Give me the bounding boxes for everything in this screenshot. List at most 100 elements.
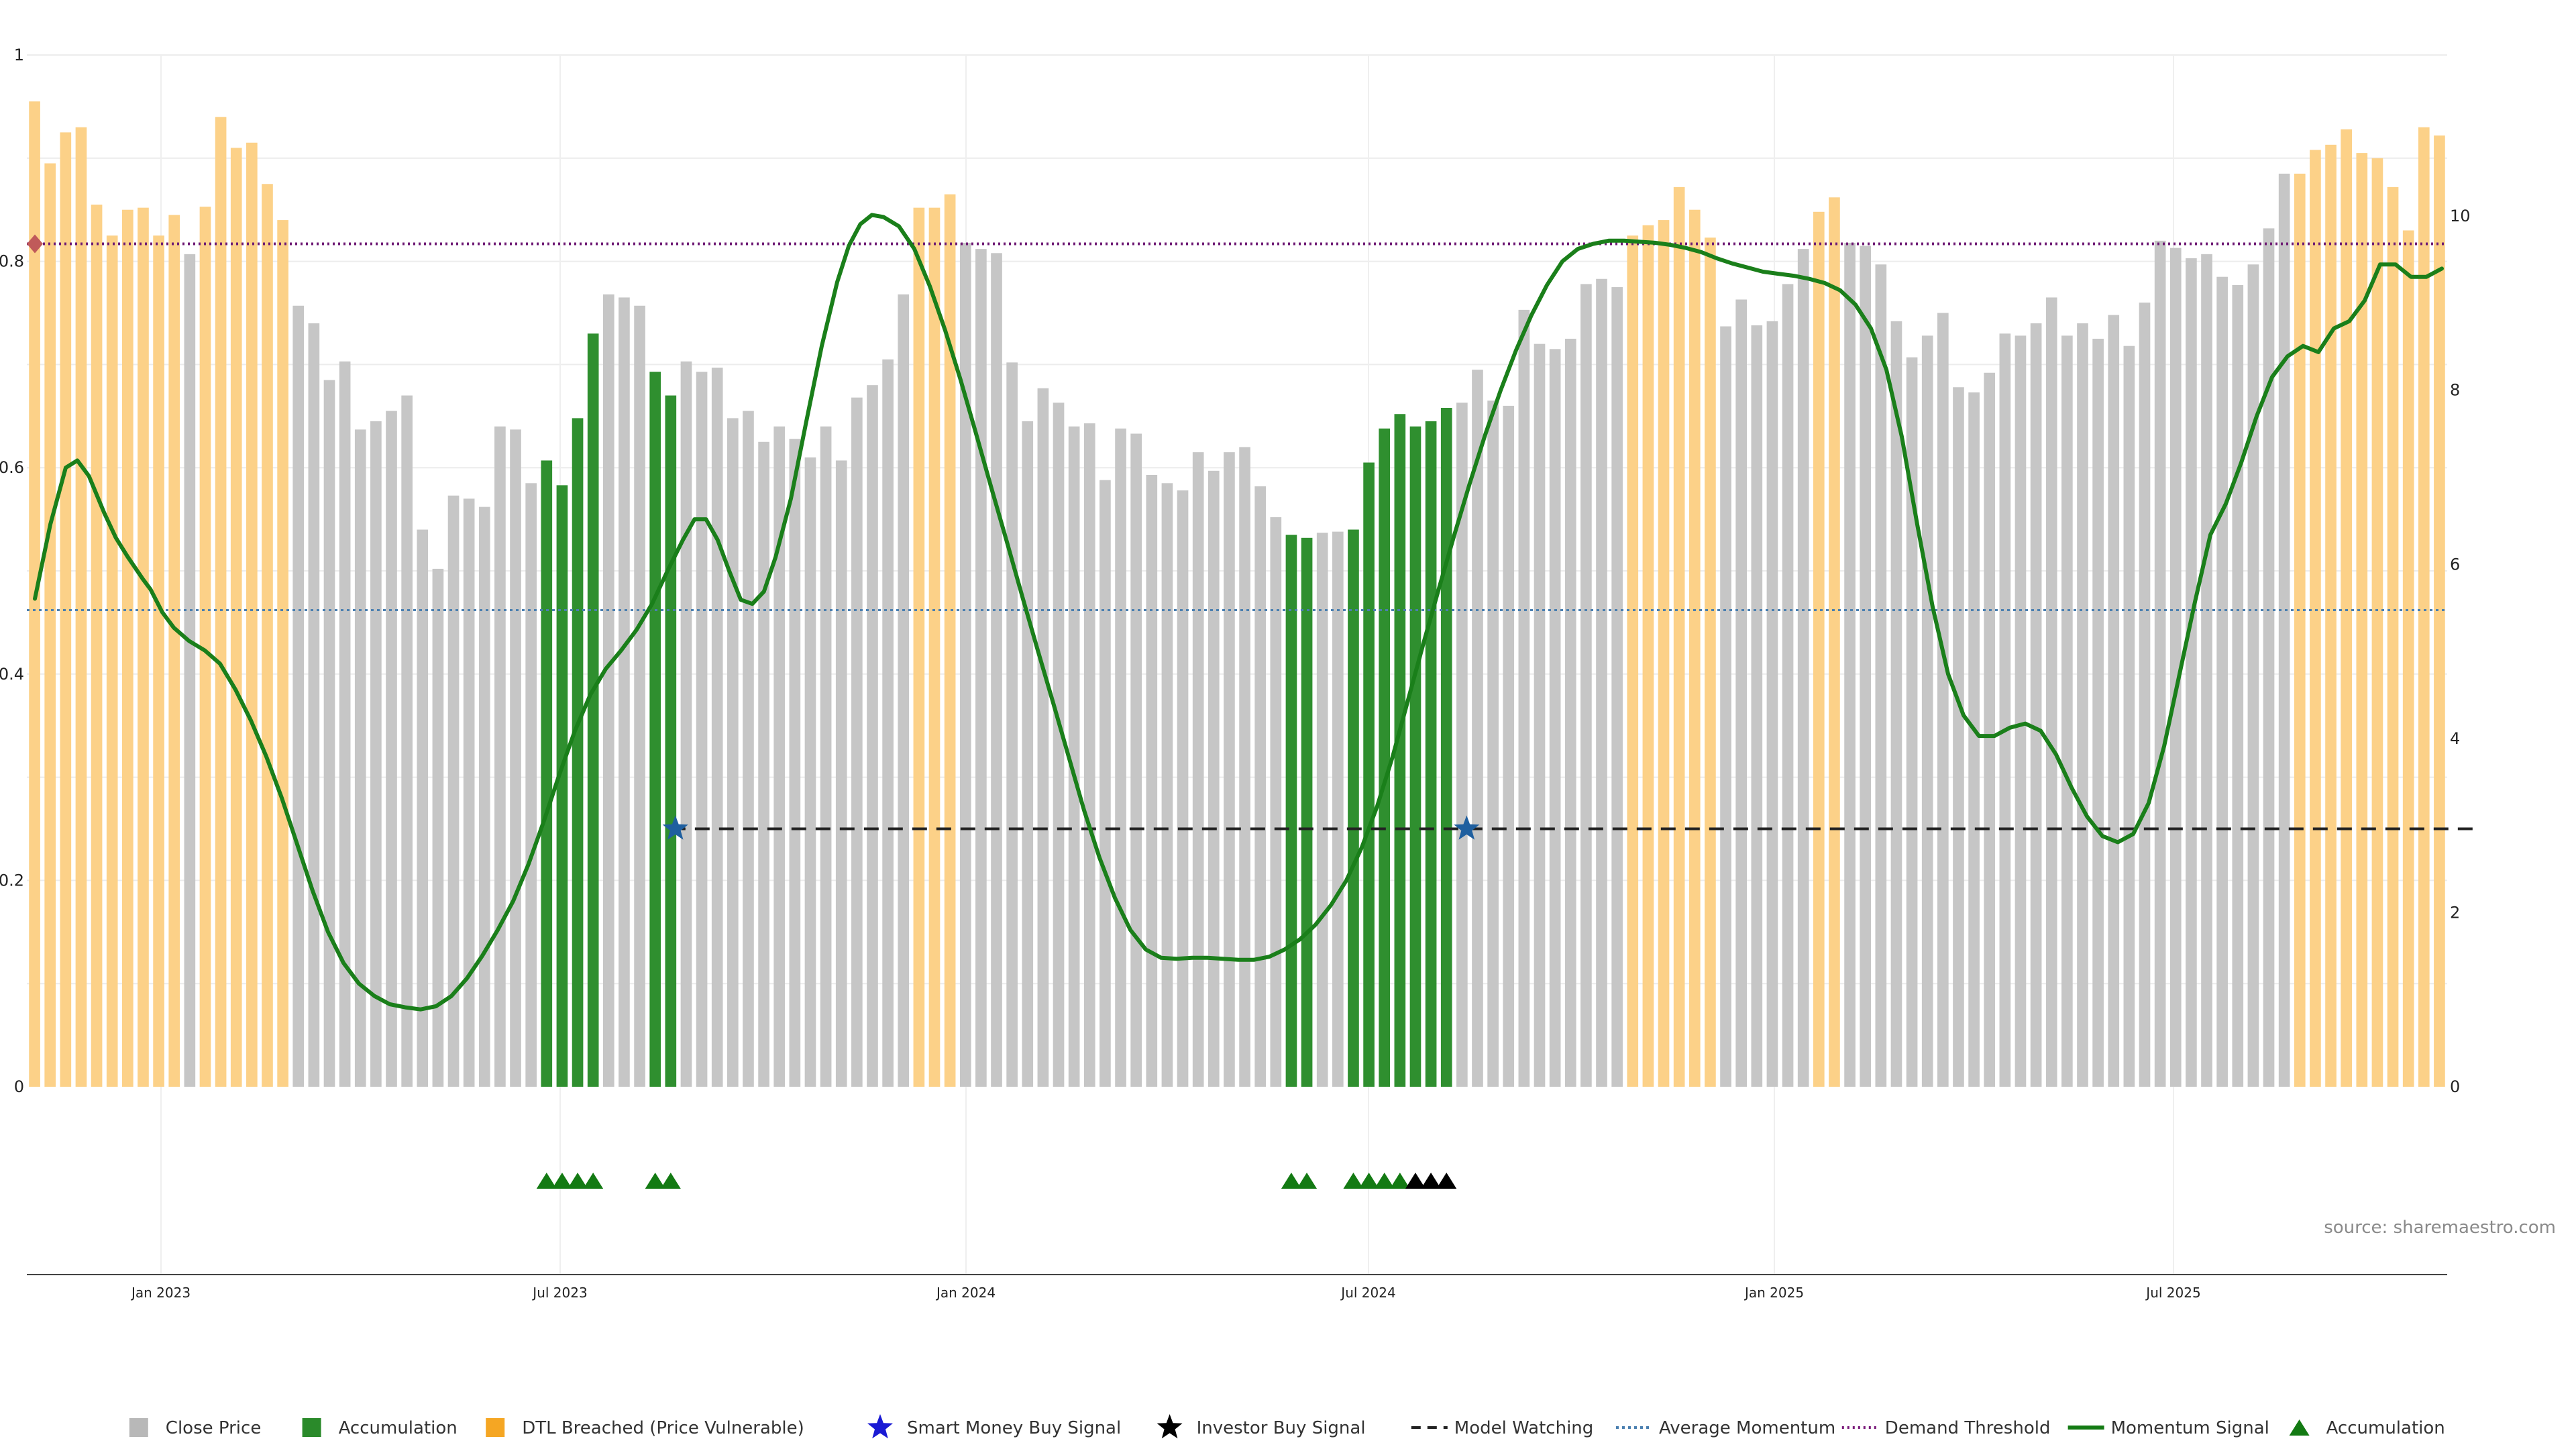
bar bbox=[230, 148, 242, 1087]
bar bbox=[835, 460, 847, 1087]
bar bbox=[1596, 278, 1607, 1087]
bar bbox=[1130, 433, 1142, 1087]
bar bbox=[1875, 264, 1887, 1087]
bar bbox=[2015, 335, 2027, 1087]
bar bbox=[1224, 452, 1235, 1087]
legend-item: Model Watching bbox=[1411, 1418, 1593, 1438]
accumulation-marker bbox=[660, 1173, 681, 1189]
bar bbox=[649, 372, 661, 1087]
bar bbox=[991, 253, 1002, 1087]
bar bbox=[1379, 428, 1391, 1087]
bar bbox=[215, 117, 227, 1087]
bar bbox=[1192, 452, 1204, 1087]
bar bbox=[928, 207, 941, 1087]
legend-label: Smart Money Buy Signal bbox=[907, 1418, 1121, 1438]
smart-money-signal bbox=[662, 815, 688, 840]
reference-lines bbox=[27, 234, 2479, 830]
bar bbox=[510, 429, 521, 1087]
y-left-tick-label: 0.2 bbox=[0, 871, 24, 890]
signals bbox=[662, 815, 1480, 840]
accumulation-marker bbox=[1343, 1173, 1364, 1189]
bar bbox=[1937, 313, 1949, 1087]
investor-buy-marker bbox=[1405, 1173, 1426, 1189]
bar bbox=[2108, 315, 2120, 1087]
bar bbox=[804, 457, 816, 1087]
bar bbox=[44, 163, 56, 1087]
bar bbox=[277, 220, 288, 1087]
bar bbox=[1658, 220, 1670, 1087]
bar bbox=[2356, 153, 2368, 1087]
bar bbox=[2232, 284, 2244, 1087]
bar bbox=[184, 254, 196, 1087]
bar bbox=[1968, 392, 1980, 1087]
bar bbox=[1953, 387, 1964, 1087]
bar bbox=[75, 127, 87, 1087]
y-right-tick-label: 2 bbox=[2450, 903, 2460, 922]
bar bbox=[308, 323, 320, 1087]
accumulation-marker bbox=[1281, 1173, 1301, 1189]
bar bbox=[882, 359, 894, 1087]
accumulation-marker bbox=[1297, 1173, 1318, 1189]
bar bbox=[1177, 490, 1189, 1087]
bar bbox=[153, 235, 164, 1087]
bar bbox=[1363, 462, 1375, 1087]
accumulation-marker bbox=[1389, 1173, 1410, 1189]
bar bbox=[1487, 400, 1499, 1087]
bar bbox=[370, 421, 382, 1087]
legend-swatch bbox=[486, 1418, 505, 1437]
x-tick-label: Jan 2023 bbox=[130, 1285, 191, 1301]
bar bbox=[354, 429, 366, 1087]
y-left-tick-label: 0 bbox=[14, 1077, 24, 1096]
bar bbox=[2201, 254, 2212, 1087]
bar bbox=[2247, 264, 2259, 1087]
investor-buy-marker bbox=[1436, 1173, 1457, 1189]
y-left-tick-label: 0.8 bbox=[0, 252, 24, 271]
bar bbox=[2294, 173, 2306, 1087]
bar bbox=[1083, 423, 1095, 1087]
bar bbox=[1208, 470, 1220, 1087]
bar bbox=[1316, 533, 1328, 1087]
bar bbox=[1813, 211, 1825, 1087]
bar bbox=[1673, 186, 1685, 1087]
bar bbox=[602, 294, 614, 1087]
marker-row bbox=[536, 1173, 1457, 1189]
bar bbox=[665, 395, 677, 1087]
bar bbox=[1921, 335, 1933, 1087]
bar bbox=[2371, 158, 2383, 1087]
accumulation-marker bbox=[645, 1173, 665, 1189]
y-left-tick-label: 0.6 bbox=[0, 458, 24, 477]
bar bbox=[2045, 297, 2057, 1087]
accumulation-marker bbox=[1358, 1173, 1379, 1189]
bar bbox=[789, 439, 801, 1087]
bar bbox=[1053, 402, 1065, 1087]
y-left-tick-label: 0.4 bbox=[0, 665, 24, 684]
bar bbox=[1844, 242, 1856, 1087]
bar bbox=[339, 361, 351, 1087]
bar bbox=[2139, 303, 2151, 1087]
bar bbox=[91, 205, 103, 1087]
bar bbox=[1348, 529, 1359, 1087]
accumulation-marker bbox=[583, 1173, 604, 1189]
bar bbox=[1611, 287, 1623, 1087]
bar bbox=[1642, 225, 1654, 1087]
bar bbox=[634, 305, 645, 1087]
bar bbox=[246, 142, 258, 1087]
bar bbox=[758, 441, 769, 1087]
bar bbox=[975, 249, 987, 1087]
bar bbox=[541, 460, 553, 1087]
y-right-tick-label: 4 bbox=[2450, 729, 2460, 748]
bar bbox=[2216, 276, 2228, 1087]
bar bbox=[1797, 249, 1809, 1087]
bar bbox=[494, 426, 506, 1087]
y-right-tick-label: 10 bbox=[2450, 207, 2471, 225]
source-note: source: sharemaestro.com bbox=[2324, 1218, 2556, 1238]
bar bbox=[1146, 474, 1158, 1087]
bar bbox=[2030, 323, 2042, 1087]
legend-item: Accumulation bbox=[2289, 1418, 2445, 1438]
bar bbox=[2387, 186, 2399, 1087]
bar bbox=[1239, 447, 1250, 1087]
bar bbox=[401, 395, 413, 1087]
momentum-signal-line bbox=[33, 213, 2444, 1012]
legend-label: Average Momentum bbox=[1659, 1418, 1835, 1438]
